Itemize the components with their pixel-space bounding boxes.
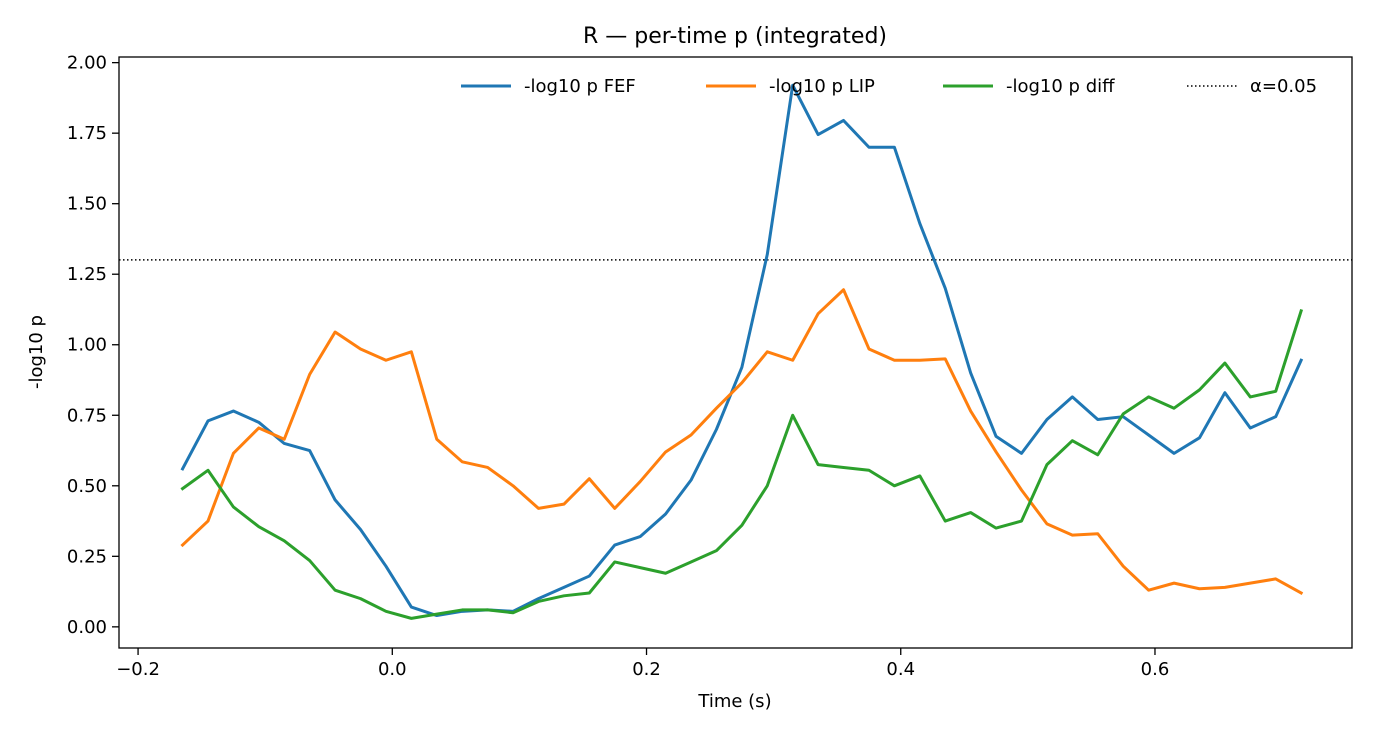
y-tick-label: 1.25 [67, 264, 107, 285]
plot-area [119, 83, 1352, 620]
x-tick-label: 0.2 [632, 659, 661, 680]
legend: -log10 p FEF -log10 p LIP -log10 p diff α=0… [461, 76, 1317, 97]
series-layer [180, 83, 1304, 620]
x-axis-label: Time (s) [697, 691, 771, 712]
y-tick-label: 1.50 [67, 194, 107, 215]
y-tick-label: 0.00 [67, 617, 107, 638]
plot-frame [118, 56, 1353, 649]
legend-label: -log10 p diff [1006, 76, 1115, 97]
legend-label: -log10 p LIP [769, 76, 875, 97]
series-line-2 [180, 309, 1304, 620]
y-tick-label: 1.75 [67, 123, 107, 144]
series-line-1 [180, 288, 1304, 596]
y-axis-ticks: 0.00 0.25 0.50 0.75 1.00 1.25 1.50 1.75 2.00 [67, 53, 119, 638]
series-line-0 [180, 83, 1304, 618]
y-tick-label: 2.00 [67, 53, 107, 74]
x-tick-label: 0.6 [1141, 659, 1170, 680]
legend-label: -log10 p FEF [524, 76, 636, 97]
y-tick-label: 0.25 [67, 546, 107, 567]
chart-title: R — per-time p (integrated) [583, 24, 887, 49]
y-tick-label: 1.00 [67, 335, 107, 356]
y-tick-label: 0.50 [67, 476, 107, 497]
x-tick-label: 0.4 [886, 659, 915, 680]
x-tick-label: 0.0 [378, 659, 407, 680]
x-tick-label: −0.2 [116, 659, 160, 680]
y-tick-label: 0.75 [67, 405, 107, 426]
y-axis-label: -log10 p [26, 315, 47, 389]
x-axis-ticks: −0.2 0.0 0.2 0.4 0.6 [116, 648, 1169, 680]
legend-label: α=0.05 [1250, 76, 1317, 97]
